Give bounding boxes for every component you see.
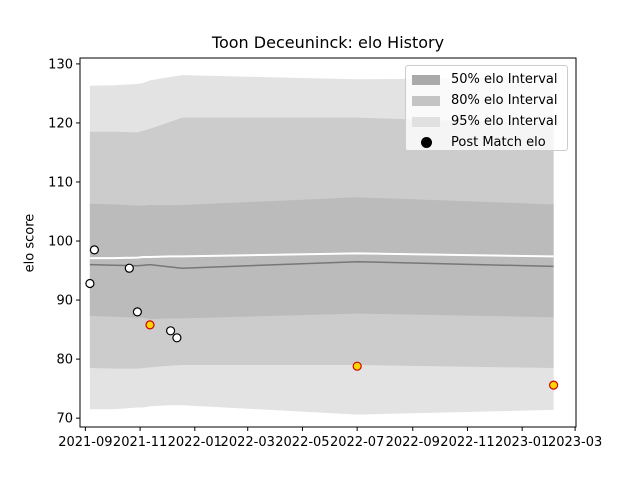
legend-label-marker: Post Match elo [451, 135, 546, 150]
legend-label-80: 80% elo Interval [451, 93, 558, 108]
post-match-point-5 [166, 326, 176, 336]
legend-swatch-80 [412, 95, 440, 106]
legend-label-50: 50% elo Interval [451, 72, 558, 87]
legend-item-95: 95% elo Interval [412, 111, 561, 132]
x-tick-label-2022-11: 2022-11 [440, 435, 494, 450]
y-tick-label-110: 110 [48, 175, 73, 190]
plot-frame [79, 57, 577, 428]
y-tick-label-130: 130 [48, 57, 73, 72]
y-tick-label-120: 120 [48, 116, 73, 131]
x-tick-label-2022-01: 2022-01 [168, 435, 222, 450]
legend-marker-wrap [412, 137, 440, 148]
legend-label-95: 95% elo Interval [451, 114, 558, 129]
legend-swatch-50 [412, 74, 440, 85]
x-tick-label-2021-09: 2021-09 [58, 435, 112, 450]
legend-item-80: 80% elo Interval [412, 90, 561, 111]
post-match-point-4 [145, 320, 155, 330]
post-match-point-3 [132, 307, 142, 317]
post-match-point-2 [124, 263, 134, 273]
x-tick-label-2022-05: 2022-05 [275, 435, 329, 450]
legend-swatch-95 [412, 116, 440, 127]
x-tick-label-2022-07: 2022-07 [330, 435, 384, 450]
post-match-point-1 [89, 245, 100, 255]
chart-title: Toon Deceuninck: elo History [211, 33, 445, 52]
y-tick-label-100: 100 [48, 235, 73, 250]
post-match-point-0 [85, 278, 95, 289]
band-50 [89, 197, 554, 319]
y-tick-label-90: 90 [56, 294, 73, 309]
x-tick-label-2022-09: 2022-09 [386, 435, 440, 450]
y-tick-label-80: 80 [56, 353, 73, 368]
post-match-point-7 [352, 361, 362, 371]
x-tick-label-2022-03: 2022-03 [221, 435, 275, 450]
post-match-point-6 [172, 333, 182, 343]
post-match-point-8 [548, 380, 559, 390]
x-tick-label-2023-03: 2023-03 [548, 435, 602, 450]
legend-marker-dot [420, 137, 432, 148]
x-tick-label-2021-11: 2021-11 [113, 435, 167, 450]
y-tick-label-70: 70 [56, 412, 73, 427]
y-axis-label: elo score [22, 213, 38, 273]
x-tick-label-2023-01: 2023-01 [495, 435, 549, 450]
legend-item-marker: Post Match elo [412, 132, 561, 153]
median-line [89, 260, 554, 269]
mean-line [89, 252, 554, 260]
legend-item-50: 50% elo Interval [412, 69, 561, 90]
chart-legend: 50% elo Interval 80% elo Interval 95% el… [405, 65, 568, 151]
